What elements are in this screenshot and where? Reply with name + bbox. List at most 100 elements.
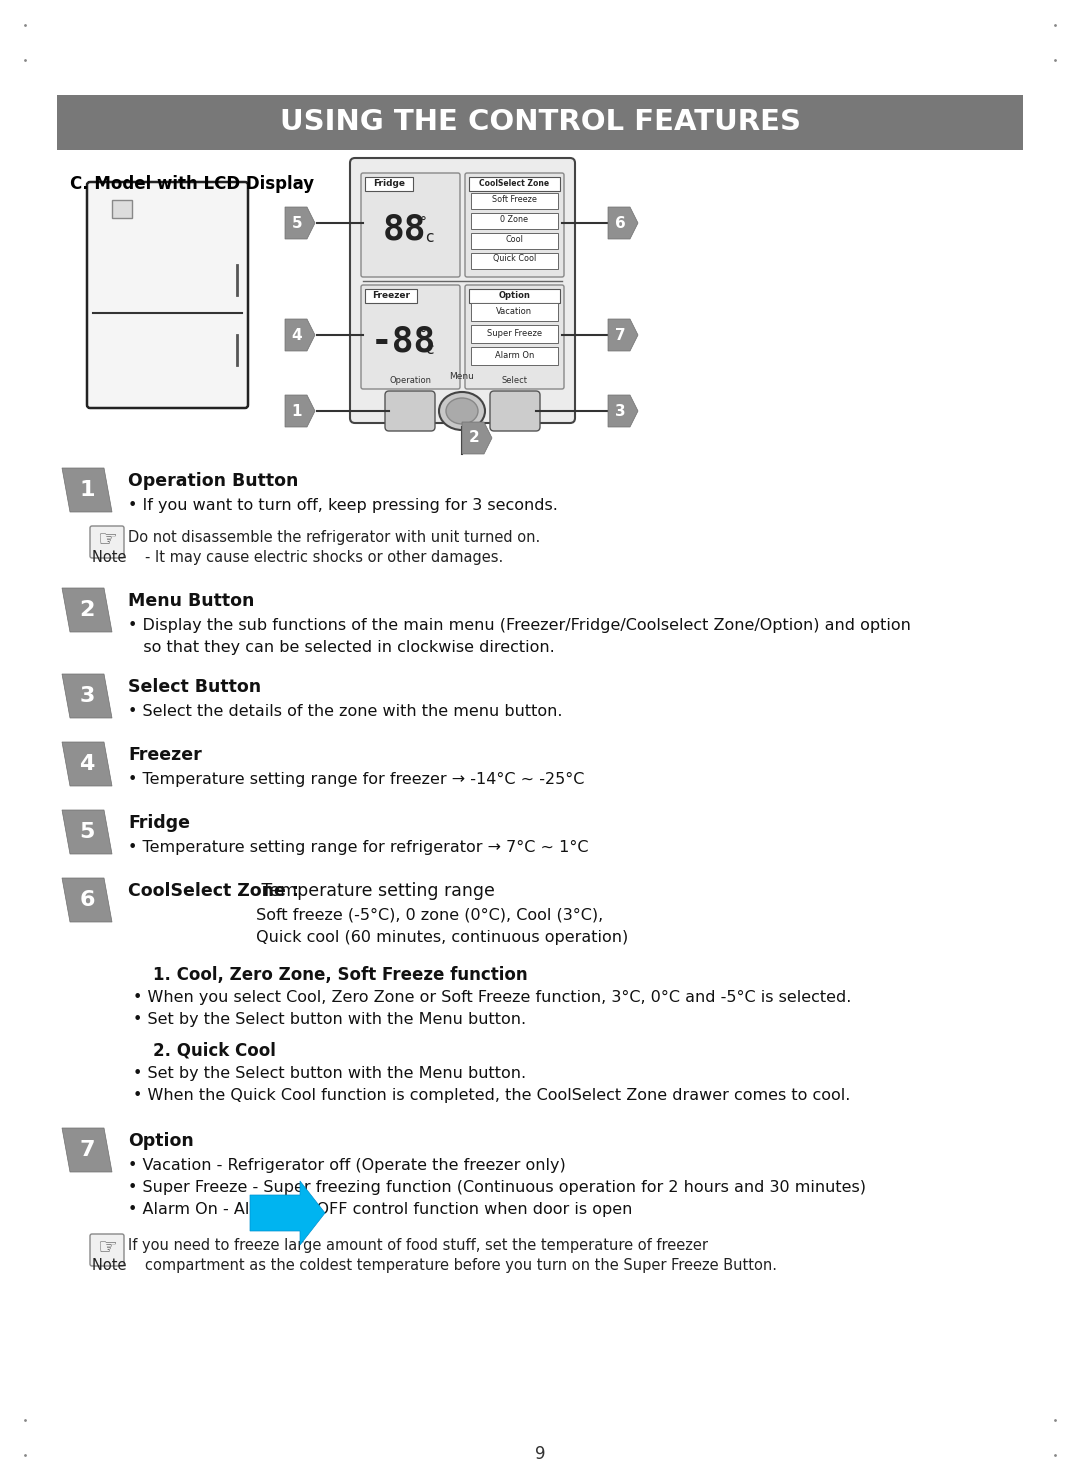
Text: CoolSelect Zone: CoolSelect Zone <box>480 179 550 188</box>
Text: Note    - It may cause electric shocks or other damages.: Note - It may cause electric shocks or o… <box>92 550 503 565</box>
Text: Quick cool (60 minutes, continuous operation): Quick cool (60 minutes, continuous opera… <box>129 930 629 944</box>
Text: 0 Zone: 0 Zone <box>500 214 528 223</box>
Text: 1. Cool, Zero Zone, Soft Freeze function: 1. Cool, Zero Zone, Soft Freeze function <box>153 967 528 984</box>
Text: Cool: Cool <box>505 235 524 244</box>
Text: • Temperature setting range for freezer → -14°C ~ -25°C: • Temperature setting range for freezer … <box>129 772 584 786</box>
Text: Super Freeze: Super Freeze <box>487 328 542 337</box>
Bar <box>57 95 1023 149</box>
Text: Note    compartment as the coldest temperature before you turn on the Super Free: Note compartment as the coldest temperat… <box>92 1258 777 1273</box>
FancyBboxPatch shape <box>465 173 564 276</box>
Text: C. Model with LCD Display: C. Model with LCD Display <box>70 174 314 194</box>
Text: • When you select Cool, Zero Zone or Soft Freeze function, 3°C, 0°C and -5°C is : • When you select Cool, Zero Zone or Sof… <box>133 990 851 1005</box>
Text: • Set by the Select button with the Menu button.: • Set by the Select button with the Menu… <box>133 1066 526 1080</box>
Text: 88: 88 <box>383 213 427 247</box>
Text: 1: 1 <box>79 480 95 500</box>
Text: 7: 7 <box>615 328 625 343</box>
Text: ☞: ☞ <box>97 531 117 550</box>
Bar <box>471 194 558 208</box>
Polygon shape <box>62 588 112 633</box>
Polygon shape <box>285 319 315 350</box>
Bar <box>471 253 558 269</box>
Text: Vacation: Vacation <box>497 306 532 315</box>
Text: Temperature setting range: Temperature setting range <box>256 882 495 900</box>
Bar <box>365 177 413 191</box>
Text: Freezer: Freezer <box>372 291 410 300</box>
Bar <box>469 290 561 303</box>
Polygon shape <box>62 674 112 718</box>
Bar <box>471 347 558 365</box>
Bar <box>471 325 558 343</box>
Text: c: c <box>426 229 433 244</box>
Bar <box>469 177 561 191</box>
FancyBboxPatch shape <box>490 392 540 432</box>
Polygon shape <box>62 878 112 922</box>
Polygon shape <box>608 395 638 427</box>
Text: Soft freeze (-5°C), 0 zone (0°C), Cool (3°C),: Soft freeze (-5°C), 0 zone (0°C), Cool (… <box>129 907 604 922</box>
FancyBboxPatch shape <box>361 173 460 276</box>
Text: 9: 9 <box>535 1445 545 1463</box>
Text: Alarm On: Alarm On <box>495 350 535 359</box>
Text: 6: 6 <box>79 890 95 910</box>
FancyBboxPatch shape <box>384 392 435 432</box>
FancyBboxPatch shape <box>361 285 460 389</box>
Text: °: ° <box>420 216 427 231</box>
Text: 2: 2 <box>79 600 95 619</box>
Text: Do not disassemble the refrigerator with unit turned on.: Do not disassemble the refrigerator with… <box>129 531 540 545</box>
Text: • If you want to turn off, keep pressing for 3 seconds.: • If you want to turn off, keep pressing… <box>129 498 558 513</box>
Text: Freezer: Freezer <box>129 746 202 764</box>
Text: • Select the details of the zone with the menu button.: • Select the details of the zone with th… <box>129 704 563 718</box>
Text: 2. Quick Cool: 2. Quick Cool <box>153 1042 275 1060</box>
Text: Option: Option <box>499 291 530 300</box>
Polygon shape <box>249 1181 325 1244</box>
Text: 4: 4 <box>292 328 302 343</box>
Polygon shape <box>608 319 638 350</box>
Text: If you need to freeze large amount of food stuff, set the temperature of freezer: If you need to freeze large amount of fo… <box>129 1239 708 1253</box>
Text: • Temperature setting range for refrigerator → 7°C ~ 1°C: • Temperature setting range for refriger… <box>129 840 589 854</box>
FancyBboxPatch shape <box>350 158 575 423</box>
Text: • Display the sub functions of the main menu (Freezer/Fridge/Coolselect Zone/Opt: • Display the sub functions of the main … <box>129 618 910 633</box>
Bar <box>471 234 558 248</box>
Ellipse shape <box>446 398 478 424</box>
Text: Soft Freeze: Soft Freeze <box>492 195 537 204</box>
Text: Select Button: Select Button <box>129 678 261 696</box>
Text: c: c <box>426 341 433 356</box>
Polygon shape <box>608 207 638 239</box>
Text: Operation: Operation <box>389 375 431 384</box>
Text: Select: Select <box>502 375 528 384</box>
Text: 5: 5 <box>79 822 95 842</box>
Text: CoolSelect Zone :: CoolSelect Zone : <box>129 882 299 900</box>
Text: • Set by the Select button with the Menu button.: • Set by the Select button with the Menu… <box>133 1012 526 1027</box>
Ellipse shape <box>438 392 485 430</box>
Bar <box>365 290 417 303</box>
Text: Fridge: Fridge <box>373 179 405 188</box>
Text: Menu: Menu <box>449 372 474 381</box>
Text: Operation Button: Operation Button <box>129 471 298 491</box>
Text: 5: 5 <box>292 216 302 231</box>
Text: so that they can be selected in clockwise direction.: so that they can be selected in clockwis… <box>129 640 555 655</box>
Text: 3: 3 <box>615 403 625 418</box>
Polygon shape <box>62 742 112 786</box>
FancyBboxPatch shape <box>465 285 564 389</box>
Text: • When the Quick Cool function is completed, the CoolSelect Zone drawer comes to: • When the Quick Cool function is comple… <box>133 1088 850 1103</box>
Polygon shape <box>62 469 112 511</box>
Polygon shape <box>285 207 315 239</box>
Text: 1: 1 <box>292 403 302 418</box>
Text: 4: 4 <box>79 754 95 774</box>
Text: • Alarm On - Alarm ON/OFF control function when door is open: • Alarm On - Alarm ON/OFF control functi… <box>129 1202 633 1216</box>
Text: 2: 2 <box>469 430 480 445</box>
Bar <box>112 200 132 217</box>
Polygon shape <box>62 810 112 854</box>
FancyBboxPatch shape <box>90 1234 124 1267</box>
Text: 6: 6 <box>615 216 625 231</box>
Text: • Vacation - Refrigerator off (Operate the freezer only): • Vacation - Refrigerator off (Operate t… <box>129 1157 566 1174</box>
Text: ☞: ☞ <box>97 1239 117 1258</box>
Text: 3: 3 <box>79 686 95 706</box>
Text: -88: -88 <box>372 325 436 359</box>
Text: Fridge: Fridge <box>129 814 190 832</box>
Text: Option: Option <box>129 1132 193 1150</box>
Text: °: ° <box>420 328 427 341</box>
Text: 7: 7 <box>79 1140 95 1160</box>
Bar <box>471 303 558 321</box>
Polygon shape <box>462 423 492 454</box>
Text: USING THE CONTROL FEATURES: USING THE CONTROL FEATURES <box>280 108 800 136</box>
